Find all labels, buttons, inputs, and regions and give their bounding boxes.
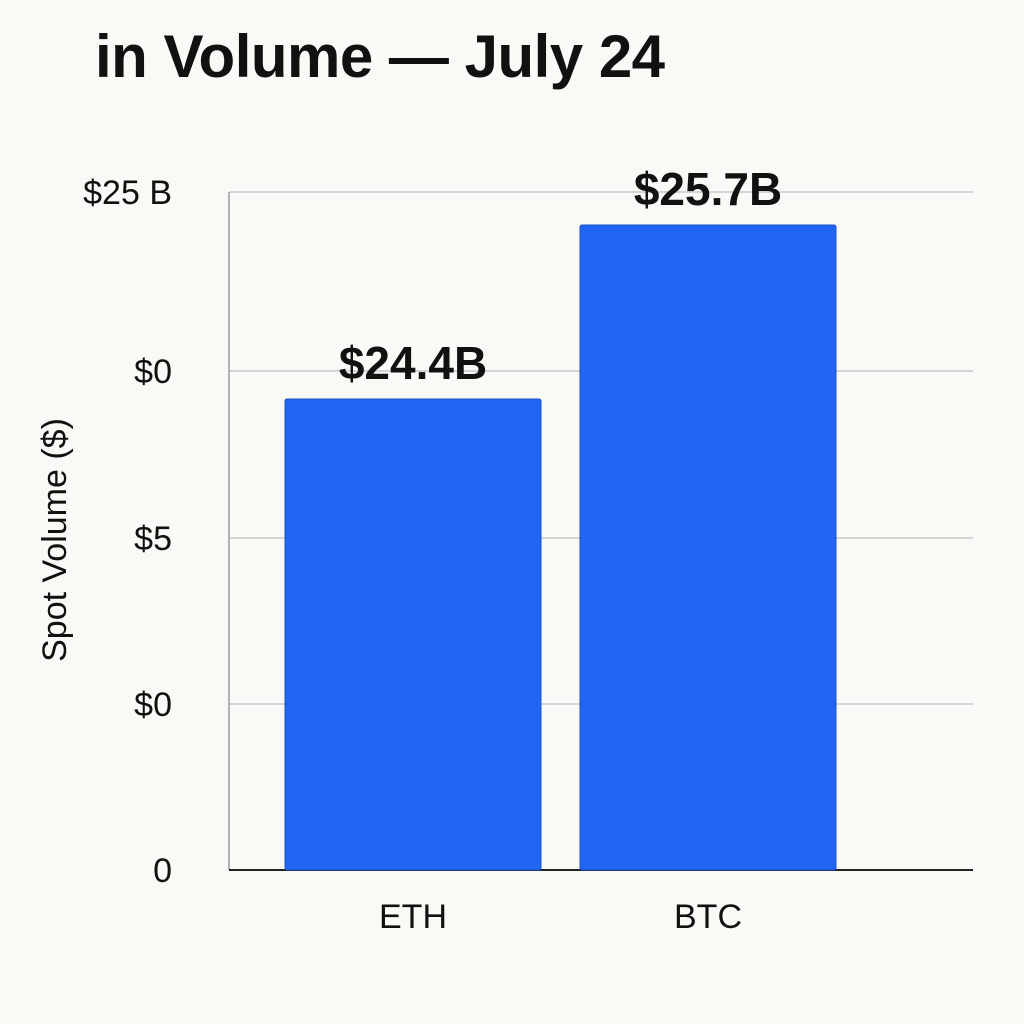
bar-btc xyxy=(579,224,837,871)
y-tick-label: $5 xyxy=(134,520,172,558)
bar-eth xyxy=(284,398,542,871)
x-tick-label: ETH xyxy=(379,898,447,936)
data-labels: $24.4B $25.7B xyxy=(339,163,782,389)
chart-title: in Volume — July 24 xyxy=(95,23,665,90)
y-tick-labels: 0 $0 $5 $0 $25 B xyxy=(83,174,172,890)
y-tick-label: $25 B xyxy=(83,174,172,212)
y-tick-label: $0 xyxy=(134,353,172,391)
y-tick-label: $0 xyxy=(134,686,172,724)
y-tick-label: 0 xyxy=(153,852,172,890)
data-label: $24.4B xyxy=(339,337,487,389)
bars xyxy=(284,224,837,871)
y-axis-label: Spot Volume ($) xyxy=(36,418,74,662)
x-tick-labels: ETH BTC xyxy=(379,898,742,936)
x-tick-label: BTC xyxy=(674,898,742,936)
data-label: $25.7B xyxy=(634,163,782,215)
